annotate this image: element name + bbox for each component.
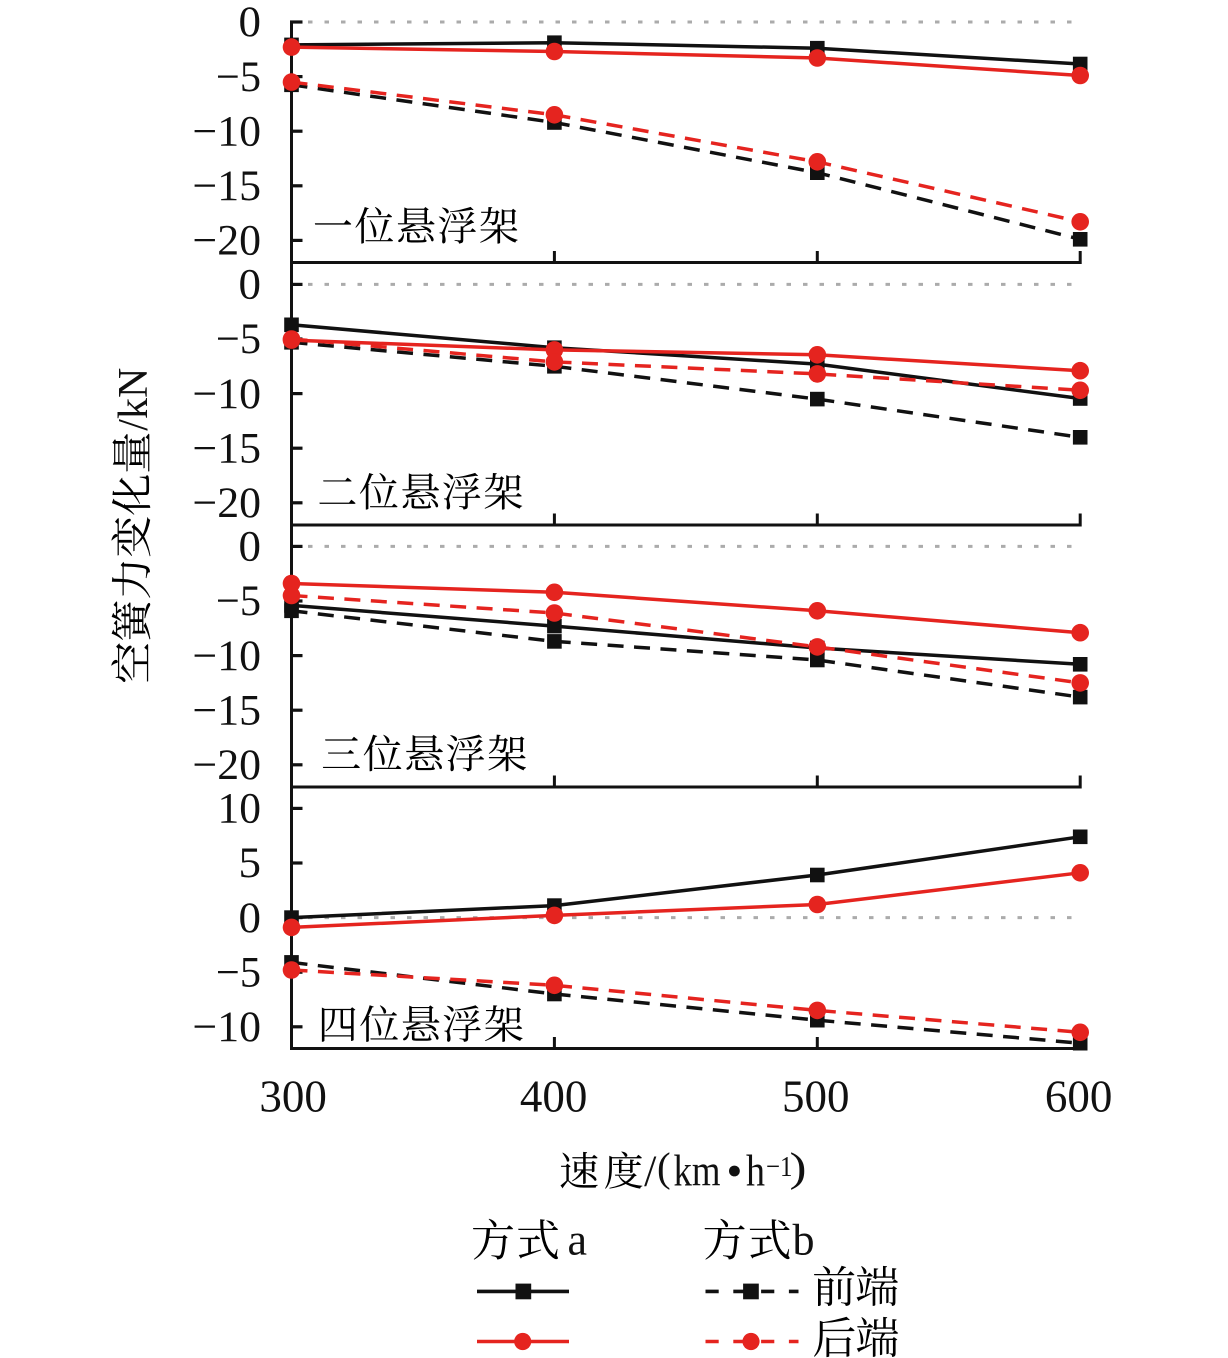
svg-text:0: 0	[239, 262, 262, 309]
svg-text:−5: −5	[216, 578, 261, 625]
svg-text:−10: −10	[193, 1004, 262, 1051]
svg-text:a: a	[568, 1216, 588, 1265]
svg-text:−5: −5	[216, 316, 261, 363]
svg-text:−20: −20	[193, 480, 262, 527]
svg-text:300: 300	[259, 1071, 327, 1122]
svg-text:−1: −1	[766, 1151, 793, 1183]
svg-text:b: b	[793, 1216, 815, 1265]
svg-text:−10: −10	[193, 633, 262, 680]
svg-text:/: /	[644, 1147, 657, 1196]
svg-text:−5: −5	[216, 949, 261, 996]
svg-text:−20: −20	[193, 742, 262, 789]
svg-text:0: 0	[239, 895, 262, 942]
svg-text:−20: −20	[193, 218, 262, 265]
svg-text:km: km	[674, 1147, 721, 1196]
svg-text:5: 5	[239, 840, 262, 887]
svg-text:400: 400	[520, 1071, 588, 1122]
svg-text:−15: −15	[193, 687, 262, 734]
svg-text:(: (	[657, 1144, 671, 1190]
svg-text:/kN: /kN	[111, 368, 157, 431]
svg-text:−15: −15	[193, 425, 262, 472]
svg-text:0: 0	[239, 524, 262, 571]
svg-text:−5: −5	[216, 54, 261, 101]
svg-text:0: 0	[239, 0, 262, 46]
svg-text:10: 10	[218, 786, 262, 833]
svg-text:500: 500	[782, 1071, 850, 1122]
svg-text:h: h	[746, 1147, 765, 1196]
svg-text:−10: −10	[193, 108, 262, 155]
svg-text:600: 600	[1045, 1071, 1113, 1122]
svg-text:): )	[790, 1144, 807, 1190]
svg-text:−10: −10	[193, 371, 262, 418]
svg-text:−15: −15	[193, 163, 262, 210]
